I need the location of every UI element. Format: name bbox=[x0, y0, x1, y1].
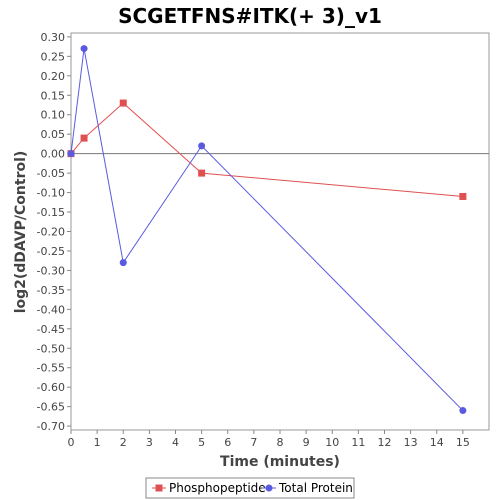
data-point-total-protein bbox=[119, 259, 127, 267]
data-point-total-protein bbox=[80, 45, 88, 53]
x-tick-label: 13 bbox=[404, 436, 418, 449]
y-tick-label: -0.35 bbox=[37, 284, 65, 297]
y-tick-label: -0.40 bbox=[37, 303, 65, 316]
x-tick-label: 0 bbox=[68, 436, 75, 449]
y-tick-label: -0.45 bbox=[37, 323, 65, 336]
data-point-total-protein bbox=[198, 142, 206, 150]
y-tick-label: 0.20 bbox=[41, 70, 66, 83]
x-tick-label: 5 bbox=[198, 436, 205, 449]
data-point-phosphopeptide bbox=[80, 134, 88, 142]
y-tick-label: 0.30 bbox=[41, 31, 66, 44]
x-tick-label: 12 bbox=[378, 436, 392, 449]
legend-label: Phosphopeptide bbox=[169, 481, 266, 495]
x-axis: 0 1 2 3 4 5 6 7 8 9 10 11 12 13 14 15 bbox=[68, 430, 470, 449]
data-point-phosphopeptide bbox=[198, 169, 206, 177]
x-tick-label: 4 bbox=[172, 436, 179, 449]
y-axis-label: log2(dDAVP/Control) bbox=[13, 151, 29, 314]
y-tick-label: -0.15 bbox=[37, 206, 65, 219]
y-axis: 0.30 0.25 0.20 0.15 0.10 0.05 0.00 -0.05 -0.10 -0… bbox=[37, 31, 71, 433]
y-tick-label: -0.55 bbox=[37, 362, 65, 375]
x-tick-label: 6 bbox=[224, 436, 231, 449]
legend: Phosphopeptide Total Protein bbox=[145, 477, 355, 499]
y-tick-label: 0.05 bbox=[41, 128, 66, 141]
y-tick-label: 0.25 bbox=[41, 50, 66, 63]
y-tick-label: -0.25 bbox=[37, 245, 65, 258]
x-tick-label: 8 bbox=[277, 436, 284, 449]
chart-title: SCGETFNS#ITK(+ 3)_v1 bbox=[118, 4, 382, 28]
data-point-total-protein bbox=[67, 150, 75, 158]
data-point-total-protein bbox=[459, 407, 467, 415]
x-tick-label: 2 bbox=[120, 436, 127, 449]
series-layer bbox=[67, 45, 467, 415]
legend-label: Total Protein bbox=[278, 481, 353, 495]
x-tick-label: 14 bbox=[430, 436, 444, 449]
y-tick-label: -0.65 bbox=[37, 401, 65, 414]
x-tick-label: 10 bbox=[325, 436, 339, 449]
y-tick-label: 0.15 bbox=[41, 89, 66, 102]
y-tick-label: -0.05 bbox=[37, 167, 65, 180]
legend-marker-circle bbox=[265, 484, 273, 492]
plot-area bbox=[70, 32, 490, 431]
y-tick-label: -0.20 bbox=[37, 226, 65, 239]
x-tick-label: 7 bbox=[250, 436, 257, 449]
y-tick-label: -0.60 bbox=[37, 381, 65, 394]
y-tick-label: -0.30 bbox=[37, 264, 65, 277]
x-axis-label: Time (minutes) bbox=[220, 454, 340, 470]
y-tick-label: -0.70 bbox=[37, 420, 65, 433]
x-tick-label: 9 bbox=[303, 436, 310, 449]
legend-box bbox=[145, 477, 355, 499]
x-tick-label: 11 bbox=[351, 436, 365, 449]
y-tick-label: -0.10 bbox=[37, 187, 65, 200]
data-point-phosphopeptide bbox=[459, 192, 467, 200]
x-tick-label: 15 bbox=[456, 436, 470, 449]
x-tick-label: 3 bbox=[146, 436, 153, 449]
data-point-phosphopeptide bbox=[119, 99, 127, 107]
y-tick-label: -0.50 bbox=[37, 342, 65, 355]
y-tick-label: 0.00 bbox=[41, 148, 66, 161]
x-tick-label: 1 bbox=[94, 436, 101, 449]
y-tick-label: 0.10 bbox=[41, 109, 66, 122]
legend-marker-square bbox=[155, 484, 163, 492]
